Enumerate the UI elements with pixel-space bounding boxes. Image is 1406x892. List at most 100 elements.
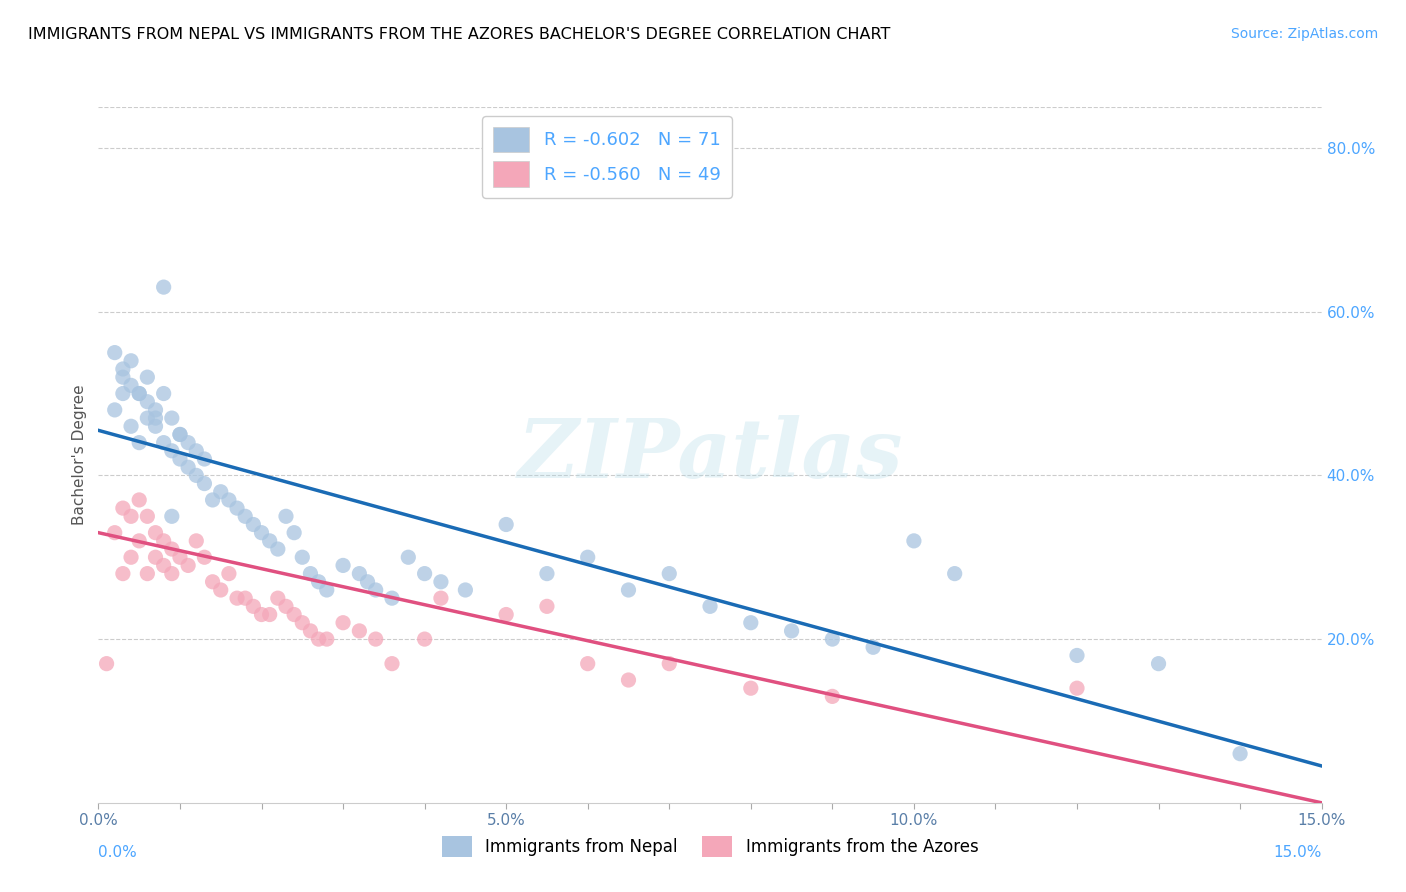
Point [128, 435, 150, 450]
Point [413, 632, 436, 646]
Point [617, 673, 640, 687]
Point [364, 632, 387, 646]
Point [177, 460, 200, 475]
Point [233, 509, 256, 524]
Point [226, 501, 249, 516]
Point [658, 566, 681, 581]
Point [226, 591, 249, 606]
Point [218, 566, 240, 581]
Point [128, 533, 150, 548]
Legend: Immigrants from Nepal, Immigrants from the Azores: Immigrants from Nepal, Immigrants from t… [434, 830, 986, 864]
Point [259, 607, 281, 622]
Point [209, 582, 232, 597]
Point [177, 435, 200, 450]
Point [111, 370, 134, 384]
Point [740, 681, 762, 696]
Point [413, 566, 436, 581]
Point [364, 582, 387, 597]
Point [128, 492, 150, 507]
Point [152, 558, 174, 573]
Point [283, 607, 305, 622]
Point [943, 566, 966, 581]
Point [186, 533, 208, 548]
Point [1147, 657, 1170, 671]
Point [1229, 747, 1251, 761]
Point [193, 452, 215, 467]
Point [242, 517, 264, 532]
Point [111, 501, 134, 516]
Point [454, 582, 477, 597]
Point [160, 542, 183, 557]
Point [903, 533, 925, 548]
Point [536, 599, 558, 614]
Point [699, 599, 721, 614]
Point [576, 657, 599, 671]
Point [291, 615, 314, 630]
Point [111, 566, 134, 581]
Point [267, 591, 290, 606]
Point [169, 550, 191, 565]
Point [250, 607, 273, 622]
Point [120, 378, 142, 392]
Point [821, 690, 844, 704]
Text: 0.0%: 0.0% [98, 845, 138, 860]
Point [177, 558, 200, 573]
Point [1066, 681, 1088, 696]
Point [536, 566, 558, 581]
Point [136, 509, 159, 524]
Point [349, 566, 371, 581]
Point [120, 353, 142, 368]
Point [201, 492, 224, 507]
Point [152, 386, 174, 401]
Point [186, 468, 208, 483]
Point [430, 574, 453, 589]
Point [242, 599, 264, 614]
Point [315, 632, 337, 646]
Point [381, 591, 404, 606]
Point [250, 525, 273, 540]
Point [291, 550, 314, 565]
Point [169, 427, 191, 442]
Point [152, 533, 174, 548]
Point [308, 574, 330, 589]
Point [120, 419, 142, 434]
Point [104, 403, 127, 417]
Point [259, 533, 281, 548]
Point [136, 370, 159, 384]
Point [349, 624, 371, 638]
Text: IMMIGRANTS FROM NEPAL VS IMMIGRANTS FROM THE AZORES BACHELOR'S DEGREE CORRELATIO: IMMIGRANTS FROM NEPAL VS IMMIGRANTS FROM… [28, 27, 890, 42]
Point [862, 640, 884, 655]
Point [780, 624, 803, 638]
Point [233, 591, 256, 606]
Y-axis label: Bachelor's Degree: Bachelor's Degree [72, 384, 87, 525]
Point [396, 550, 419, 565]
Point [160, 411, 183, 425]
Point [145, 403, 167, 417]
Point [332, 615, 354, 630]
Point [111, 386, 134, 401]
Point [145, 419, 167, 434]
Point [617, 582, 640, 597]
Point [186, 443, 208, 458]
Point [136, 566, 159, 581]
Point [495, 607, 517, 622]
Point [104, 345, 127, 359]
Point [145, 411, 167, 425]
Point [356, 574, 378, 589]
Point [299, 566, 322, 581]
Point [160, 566, 183, 581]
Point [160, 443, 183, 458]
Point [104, 525, 127, 540]
Point [218, 492, 240, 507]
Point [169, 452, 191, 467]
Point [169, 427, 191, 442]
Point [274, 509, 297, 524]
Point [120, 550, 142, 565]
Point [209, 484, 232, 499]
Point [821, 632, 844, 646]
Point [299, 624, 322, 638]
Point [136, 411, 159, 425]
Text: Source: ZipAtlas.com: Source: ZipAtlas.com [1230, 27, 1378, 41]
Point [430, 591, 453, 606]
Point [267, 542, 290, 557]
